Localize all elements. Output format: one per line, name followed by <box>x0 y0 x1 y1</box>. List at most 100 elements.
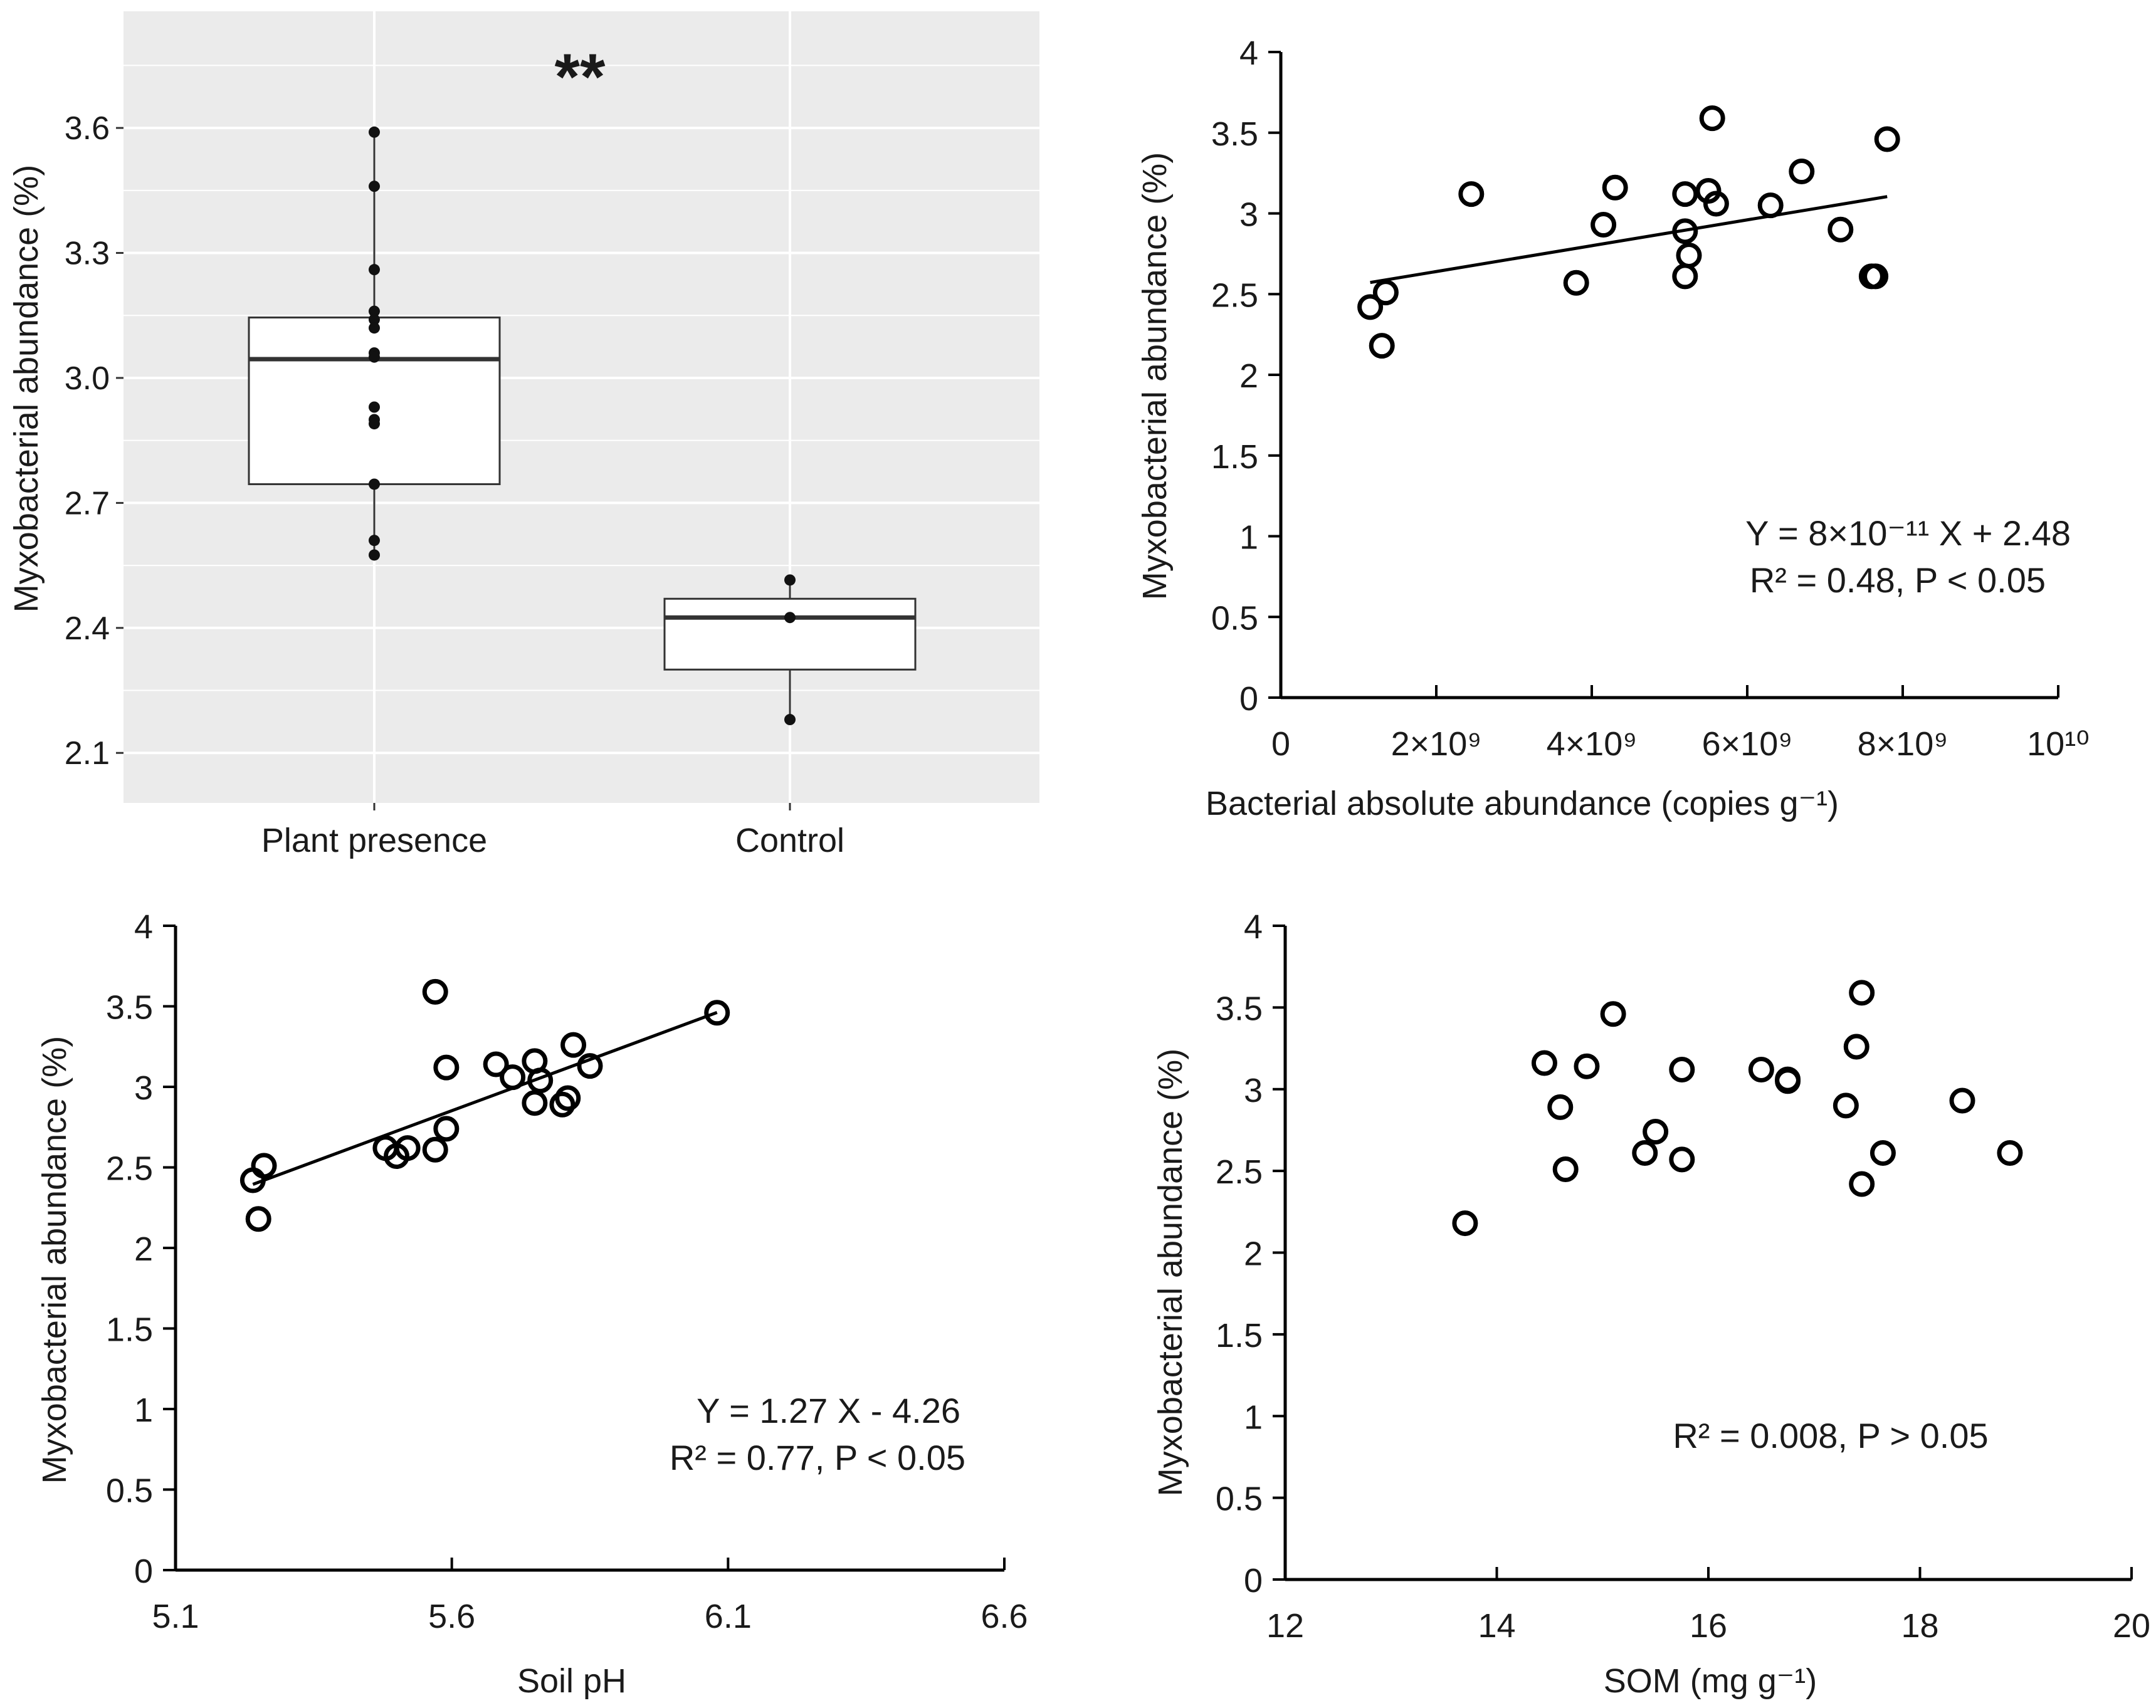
data-point <box>1846 1036 1867 1057</box>
data-point <box>1671 1059 1693 1080</box>
y-tick-label: 1 <box>134 1391 153 1429</box>
data-point <box>1952 1090 1973 1111</box>
x-tick-label: 16 <box>1690 1607 1727 1645</box>
x-tick-label: 0 <box>1271 725 1290 763</box>
x-tick-label: 6×10⁹ <box>1702 725 1793 763</box>
data-point <box>784 714 796 725</box>
panel-boxplot: 2.1 2.4 2.7 3.0 3.3 3.6 Plant presence Control… <box>8 11 1039 859</box>
y-tick-label: 3 <box>134 1069 153 1107</box>
data-point <box>369 418 380 429</box>
data-point <box>436 1057 457 1078</box>
y-tick-label: 2 <box>1244 1235 1263 1273</box>
x-tick-label: 6.1 <box>705 1598 752 1635</box>
y-tick-label: 1.5 <box>1211 438 1258 476</box>
y-tick-label: 2.5 <box>106 1150 153 1188</box>
y-tick-label: 0 <box>1244 1562 1263 1600</box>
regression-line <box>253 1012 717 1184</box>
data-point <box>424 1139 446 1160</box>
fit-statistics: R² = 0.008, P > 0.05 <box>1673 1416 1988 1455</box>
data-point <box>1593 214 1614 236</box>
figure-canvas: 2.12.42.73.03.33.6 Plant presence Control… <box>0 0 2156 1708</box>
y-tick-label: 1 <box>1244 1398 1263 1436</box>
panel-scatter-som: 00.511.522.533.5412 14 16 18 20 SOM (mg g⁻¹)… <box>1152 908 2150 1700</box>
data-point <box>1671 1149 1693 1170</box>
y-tick-label: 3.5 <box>106 989 153 1027</box>
y-tick-labels: 2.1 2.4 2.7 3.0 3.3 3.6 <box>65 110 124 772</box>
box <box>249 318 500 485</box>
y-tick-label: 2.7 <box>65 485 110 521</box>
x-tick-label: 5.1 <box>152 1598 199 1635</box>
y-axis-title: Myxobacterial abundance (%) <box>36 1036 73 1484</box>
data-point <box>784 612 796 623</box>
y-tick-label: 0.5 <box>1216 1480 1263 1518</box>
fit-statistics: R² = 0.77, P < 0.05 <box>670 1438 965 1477</box>
x-tick-label: 6.6 <box>981 1598 1028 1635</box>
x-tick-label: 10¹⁰ <box>2027 725 2090 763</box>
data-point <box>1602 1003 1624 1025</box>
regression-line <box>1370 197 1888 283</box>
y-tick-label: 3.3 <box>65 236 110 272</box>
data-point <box>1872 1142 1893 1163</box>
data-point <box>784 574 796 585</box>
y-axis-title: Myxobacterial abundance (%) <box>1136 152 1174 600</box>
data-point <box>369 549 380 560</box>
y-tick-label: 0 <box>1239 680 1258 718</box>
y-axis-title: Myxobacterial abundance (%) <box>1152 1049 1189 1496</box>
x-tick-label: Plant presence <box>261 822 487 859</box>
data-point <box>1454 1213 1476 1234</box>
panel-scatter-bacterial: 0 0.5 1 1.5 2 2.5 3 3.5 4 0 2×10⁹ 4×10⁹ 6×10⁹ 8×10⁹ 10… <box>1136 34 2090 822</box>
x-tick-label: 20 <box>2113 1607 2150 1645</box>
data-point <box>369 322 380 333</box>
y-tick-label: 3.6 <box>65 110 110 147</box>
y-tick-label: 0.5 <box>1211 599 1258 637</box>
y-tick-label: 2 <box>134 1230 153 1268</box>
data-point <box>502 1067 523 1088</box>
y-tick-label: 1.5 <box>106 1311 153 1349</box>
data-point <box>1830 219 1851 240</box>
y-tick-label: 4 <box>1239 34 1258 72</box>
x-tick-label: 12 <box>1266 1607 1304 1645</box>
data-point <box>1565 272 1587 293</box>
x-tick-label: 14 <box>1478 1607 1515 1645</box>
y-tick-label: 1 <box>1239 519 1258 557</box>
x-axis-title: Soil pH <box>517 1662 626 1700</box>
significance-label: ** <box>555 41 606 113</box>
data-point <box>1791 161 1812 182</box>
data-point <box>1550 1096 1571 1118</box>
data-point <box>369 478 380 490</box>
y-tick-label: 3 <box>1239 196 1258 234</box>
data-point <box>1576 1056 1597 1077</box>
regression-equation: Y = 8×10⁻¹¹ X + 2.48 <box>1745 513 2071 553</box>
data-point <box>563 1034 584 1056</box>
x-tick-label: 2×10⁹ <box>1391 725 1482 763</box>
y-tick-label: 2.1 <box>65 735 110 772</box>
y-tick-label: 2.5 <box>1211 276 1258 314</box>
data-points <box>1360 108 1898 357</box>
data-point <box>1533 1052 1555 1074</box>
data-point <box>253 1155 275 1176</box>
y-tick-label: 4 <box>1244 908 1263 946</box>
x-tick-label: 4×10⁹ <box>1547 725 1638 763</box>
data-point <box>1876 128 1898 150</box>
y-tick-label: 1.5 <box>1216 1317 1263 1354</box>
data-point <box>369 127 380 138</box>
y-tick-label: 0.5 <box>106 1472 153 1510</box>
data-point <box>1675 184 1696 205</box>
data-point <box>248 1208 269 1230</box>
y-tick-label: 0 <box>134 1553 153 1590</box>
y-tick-label: 3.5 <box>1216 990 1263 1027</box>
data-point <box>1555 1159 1576 1180</box>
data-point <box>1675 266 1696 287</box>
x-tick-label: 8×10⁹ <box>1858 725 1948 763</box>
regression-equation: Y = 1.27 X - 4.26 <box>697 1391 960 1430</box>
data-point <box>369 402 380 413</box>
data-points <box>242 981 727 1229</box>
data-point <box>369 535 380 546</box>
box <box>665 599 915 669</box>
x-axis-title: SOM (mg g⁻¹) <box>1604 1662 1817 1700</box>
y-tick-label: 2 <box>1239 357 1258 395</box>
data-point <box>369 181 380 192</box>
data-points <box>1454 982 2021 1234</box>
x-tick-label: 18 <box>1901 1607 1938 1645</box>
regression-line <box>253 1012 717 1184</box>
